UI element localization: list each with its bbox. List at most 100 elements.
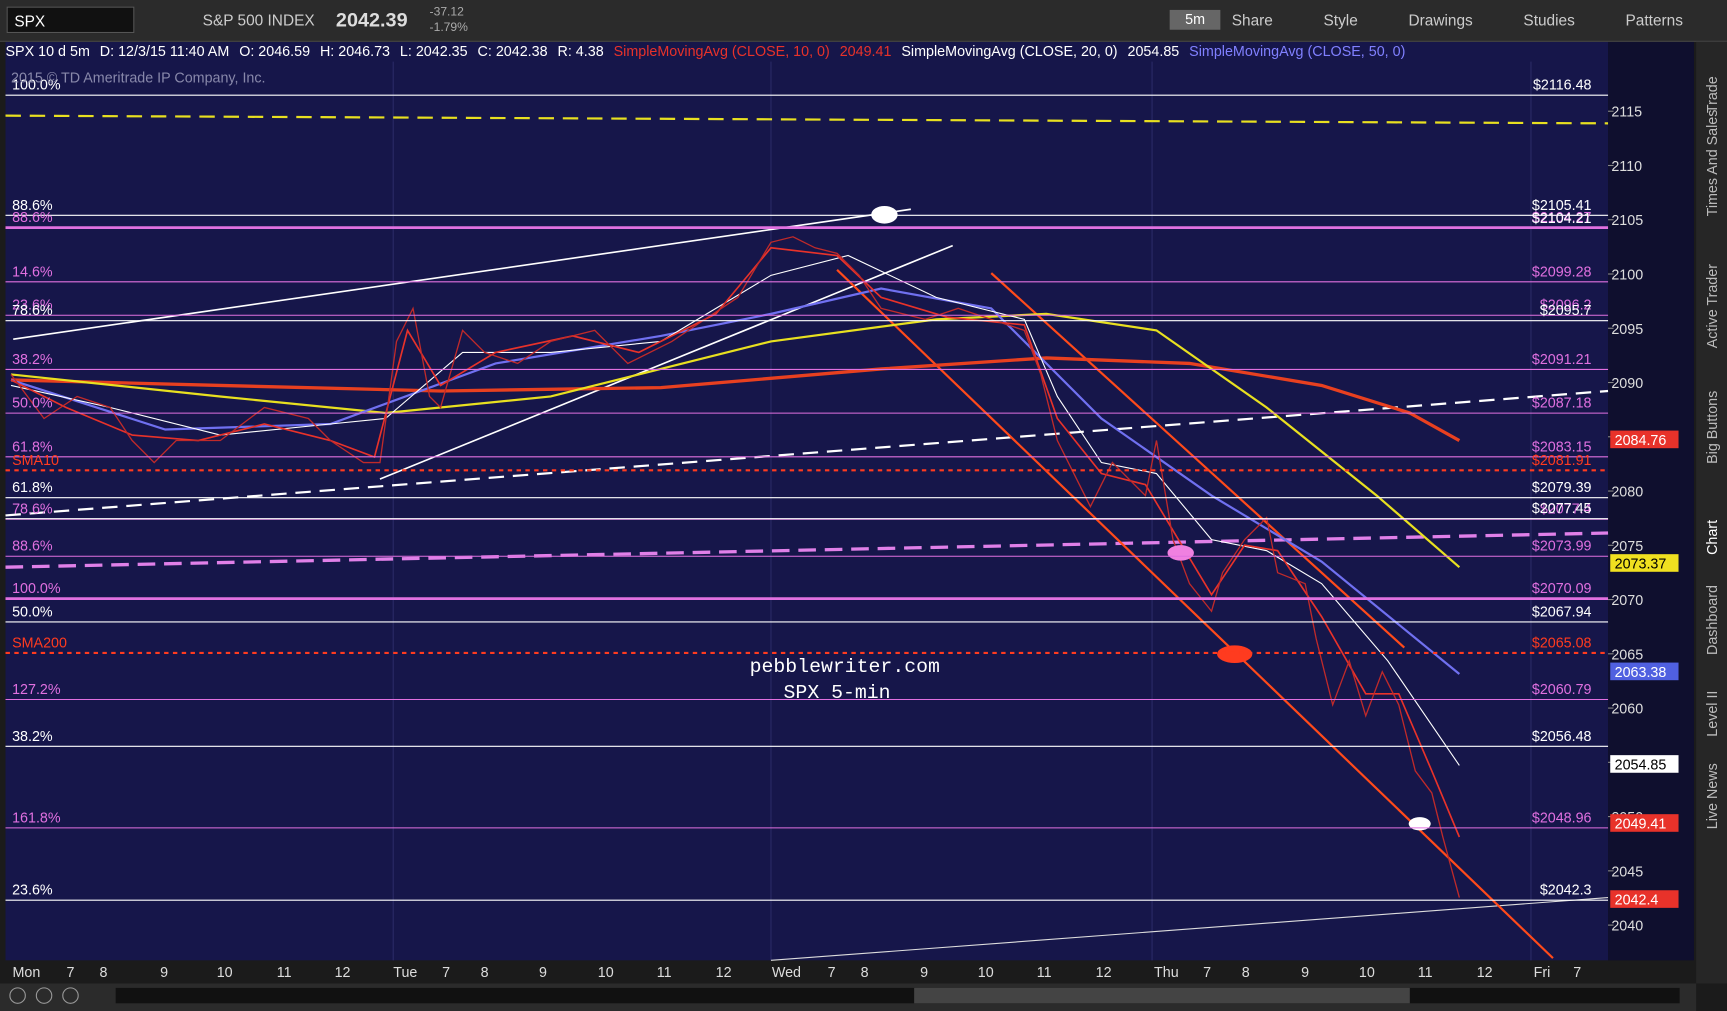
- level-left-label: SMA10: [12, 453, 59, 469]
- time-tick-label: 7: [67, 965, 75, 981]
- level-price-label: $2073.99: [1532, 539, 1592, 555]
- timeframe[interactable]: 5m: [1169, 9, 1221, 30]
- time-tick-label: 8: [100, 965, 108, 981]
- level-price-label: $2104.21: [1532, 211, 1592, 227]
- time-tick-label: 7: [1573, 965, 1581, 981]
- level-left-label: SMA200: [12, 635, 67, 651]
- toolbar-button[interactable]: Share: [1231, 11, 1273, 29]
- toolbar-button[interactable]: Style: [1323, 11, 1358, 29]
- study-label: SimpleMovingAvg (CLOSE, 20, 0): [901, 42, 1118, 60]
- annotation: pebblewriter.com: [750, 655, 940, 678]
- price-badge-label: 2049.41: [1615, 816, 1667, 832]
- level-left-label: 127.2%: [12, 682, 61, 698]
- last-price: 2042.39: [335, 8, 408, 31]
- level-price-label: $2048.96: [1532, 810, 1592, 826]
- level-price-label: $2077.4: [1540, 502, 1592, 518]
- study-value: 2054.85: [1127, 42, 1180, 60]
- toolbar-button[interactable]: Studies: [1523, 11, 1575, 29]
- toolbar-button[interactable]: Drawings: [1408, 11, 1473, 29]
- annotation: SPX 5-min: [784, 681, 891, 704]
- level-price-label: $2096.2: [1540, 298, 1592, 314]
- level-price-label: $2099.28: [1532, 264, 1592, 280]
- sidebar-tab[interactable]: Live News: [1705, 763, 1721, 829]
- legend-field: SPX 10 d 5m: [5, 42, 90, 60]
- sidebar: Trade Times And Sales Active Trader Big But…: [1696, 41, 1727, 984]
- level-price-label: $2116.48: [1533, 78, 1592, 94]
- time-tick-label: 9: [160, 965, 168, 981]
- legend: SPX 10 d 5m D: 12/3/15 11:40 AM O: 2046.59…: [6, 42, 1406, 62]
- legend-field: L: 2042.35: [399, 42, 468, 60]
- level-left-label: 161.8%: [12, 810, 61, 826]
- copyright: 2015 © TD Ameritrade IP Company, Inc.: [11, 71, 266, 87]
- level-left-label: 23.6%: [12, 298, 53, 314]
- time-tick-label: 12: [716, 965, 732, 981]
- sidebar-tab[interactable]: Dashboard: [1705, 585, 1721, 655]
- level-price-label: $2056.48: [1532, 729, 1592, 745]
- symbol-box[interactable]: SPX: [6, 6, 135, 34]
- price-badge: [1610, 554, 1679, 572]
- level-left-label: 38.2%: [12, 729, 53, 745]
- level-price-label: $2042.3: [1540, 883, 1592, 899]
- sidebar-tab[interactable]: Big Buttons: [1705, 391, 1721, 464]
- level-price-label: $2105.41: [1532, 198, 1592, 214]
- time-tick-label: 10: [217, 965, 233, 981]
- time-tick-label: 10: [598, 965, 614, 981]
- sidebar-tab[interactable]: Active Trader: [1705, 264, 1721, 348]
- level-left-label: 100.0%: [12, 581, 61, 597]
- price-tick-label: 2105: [1611, 213, 1643, 229]
- time-tick-label: Wed: [772, 965, 801, 981]
- price-badge-label: 2054.85: [1615, 757, 1667, 773]
- price-badge: [1610, 430, 1679, 449]
- price-badge-label: 2063.38: [1615, 665, 1667, 681]
- time-tick-label: 11: [1418, 965, 1433, 981]
- level-left-label: 50.0%: [12, 604, 53, 620]
- time-tick-label: Fri: [1534, 965, 1551, 981]
- level-price-label: $2104.27: [1532, 210, 1592, 226]
- price-tick-label: 2100: [1611, 268, 1643, 284]
- plot-area: [5, 41, 1609, 961]
- level-left-label: 50.0%: [12, 396, 53, 412]
- description: S&P 500 INDEX: [202, 11, 315, 29]
- study-label: SimpleMovingAvg (CLOSE, 50, 0): [1189, 42, 1406, 60]
- price-tick-label: 2115: [1611, 105, 1642, 121]
- level-left-label: 88.6%: [12, 539, 53, 555]
- time-tick-label: 7: [1203, 965, 1211, 981]
- level-left-label: 23.6%: [12, 883, 53, 899]
- price-badge: [1610, 662, 1679, 681]
- sidebar-tab[interactable]: Level II: [1705, 691, 1721, 737]
- time-tick-label: Mon: [13, 965, 41, 981]
- level-left-label: 61.8%: [12, 439, 53, 455]
- price-tick-label: 2065: [1611, 647, 1643, 663]
- level-price-label: $2067.94: [1532, 604, 1592, 620]
- time-tick-label: Tue: [393, 965, 417, 981]
- toolbar-buttons: Share Style Drawings Studies Patterns: [1232, 11, 1683, 29]
- price-tick-label: 2060: [1611, 702, 1643, 718]
- time-tick-label: 7: [442, 965, 450, 981]
- level-price-label: $2070.09: [1532, 581, 1592, 597]
- time-tick-label: 12: [1096, 965, 1112, 981]
- time-tick-label: 12: [335, 965, 351, 981]
- study-label: SimpleMovingAvg (CLOSE, 10, 0): [613, 42, 830, 60]
- level-price-label: $2091.21: [1532, 352, 1592, 368]
- sidebar-tab[interactable]: Chart: [1705, 520, 1721, 555]
- time-tick-label: 9: [539, 965, 547, 981]
- toolbar: SPX S&P 500 INDEX 2042.39 -37.12 -1.79% 5…: [0, 0, 1727, 42]
- level-left-label: 61.8%: [12, 480, 53, 496]
- level-price-label: $2065.08: [1532, 635, 1592, 651]
- level-price-label: $2060.79: [1532, 682, 1592, 698]
- sidebar-tab[interactable]: Trade: [1705, 76, 1721, 113]
- toolbar-button[interactable]: Patterns: [1625, 11, 1683, 29]
- price-tick-label: 2040: [1611, 919, 1643, 935]
- sidebar-tab[interactable]: Times And Sales: [1705, 110, 1721, 217]
- change-pct: -1.79%: [429, 20, 468, 35]
- level-left-label: 14.6%: [12, 264, 53, 280]
- time-tick-label: 8: [861, 965, 869, 981]
- level-left-label: 88.6%: [12, 210, 53, 226]
- price-tick-label: 2110: [1611, 159, 1642, 175]
- time-tick-label: 8: [481, 965, 489, 981]
- price-badge-label: 2042.4: [1615, 893, 1659, 909]
